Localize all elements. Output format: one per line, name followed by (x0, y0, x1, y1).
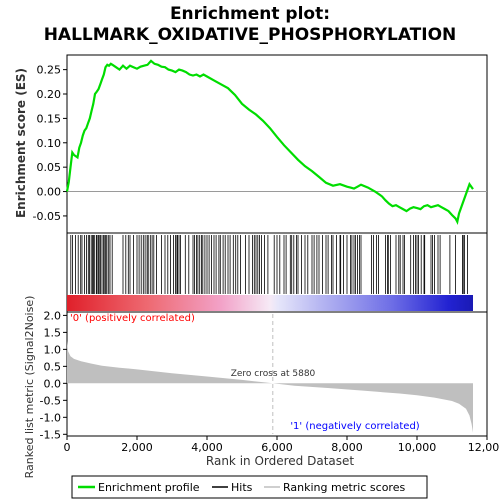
es-y-axis: -0.05 0.00 0.05 0.10 0.15 0.20 0.25 (33, 64, 67, 223)
zero-cross-label: Zero cross at 5880 (231, 369, 316, 379)
x-tick-label: 4,000 (191, 441, 223, 454)
hit-lines (70, 235, 468, 294)
x-tick-label: 10,000 (398, 441, 437, 454)
x-axis: 0 2,000 4,000 6,000 8,000 10,000 12,000 (64, 436, 500, 454)
es-y-tick-label: 0.10 (37, 137, 62, 150)
es-y-tick-label: 0.00 (37, 186, 62, 199)
ranked-y-tick-label: 1.0 (44, 343, 62, 356)
ranked-y-tick-label: -1.5 (40, 428, 61, 441)
x-tick-label: 8,000 (331, 441, 363, 454)
ranked-y-tick-label: -0.5 (40, 394, 61, 407)
legend-ranking-metric-label: Ranking metric scores (283, 481, 405, 494)
es-y-tick-label: 0.05 (37, 161, 62, 174)
ranked-y-tick-label: 1.5 (44, 326, 62, 339)
ranked-y-tick-label: 0.0 (44, 377, 62, 390)
ranked-y-axis: -1.5 -1.0 -0.5 0.0 0.5 1.0 1.5 2.0 (40, 309, 67, 441)
es-y-tick-label: -0.05 (33, 210, 61, 223)
es-y-axis-label: Enrichment score (ES) (14, 68, 28, 218)
es-panel: -0.05 0.00 0.05 0.10 0.15 0.20 0.25 Enrichment… (14, 54, 488, 234)
legend: Enrichment profile Hits Ranking metric s… (71, 475, 428, 499)
hits-panel (66, 232, 488, 313)
es-y-tick-label: 0.20 (37, 88, 62, 101)
x-tick-label: 2,000 (121, 441, 153, 454)
ranked-y-axis-label: Ranked list metric (Signal2Noise) (23, 296, 36, 479)
chart-title-line-1: Enrichment plot: (170, 4, 330, 24)
es-y-tick-label: 0.15 (37, 112, 62, 125)
ranked-panel: -1.5 -1.0 -0.5 0.0 0.5 1.0 1.5 2.0 '0' (positiv… (23, 296, 488, 479)
chart-title-line-2: HALLMARK_OXIDATIVE_PHOSPHORYLATION (44, 25, 457, 45)
es-panel-frame (66, 54, 488, 234)
rank-color-bar (67, 295, 473, 311)
x-tick-label: 12,000 (468, 441, 500, 454)
x-tick-label: 0 (64, 441, 71, 454)
ranking-metric-area (67, 340, 473, 433)
ranked-y-tick-label: 0.5 (44, 360, 62, 373)
legend-frame (71, 475, 428, 499)
x-axis-label: Rank in Ordered Dataset (206, 454, 354, 468)
ranked-y-tick-label: 2.0 (44, 309, 62, 322)
x-tick-label: 6,000 (261, 441, 293, 454)
legend-enrichment-profile-label: Enrichment profile (98, 481, 200, 494)
positive-correlation-label: '0' (positively correlated) (70, 313, 195, 324)
negative-correlation-label: '1' (negatively correlated) (290, 421, 419, 432)
legend-hits-label: Hits (231, 481, 253, 494)
es-y-tick-label: 0.25 (37, 64, 62, 77)
ranked-y-tick-label: -1.0 (40, 411, 61, 424)
enrichment-profile-line (65, 59, 474, 226)
